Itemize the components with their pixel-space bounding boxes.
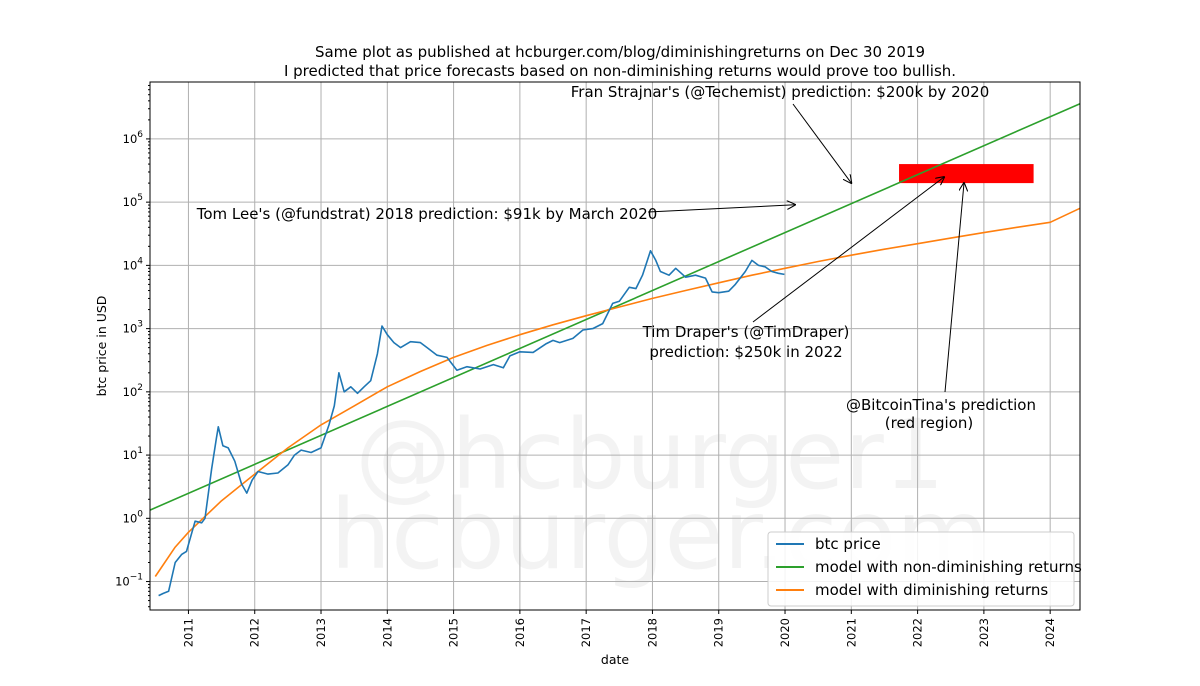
x-tick-label: 2017 — [579, 618, 593, 647]
annotation-bitcointina-line-2: (red region) — [885, 414, 974, 432]
annotation-bitcointina-line-1: @BitcoinTina's prediction — [846, 396, 1036, 414]
diminishing-model-line — [154, 207, 1080, 577]
btc-price-line — [158, 250, 785, 597]
x-tick-label: 2024 — [1043, 618, 1057, 647]
x-tick-label: 2016 — [513, 618, 527, 647]
x-tick-label: 2014 — [380, 618, 394, 647]
chart-title-line-1: Same plot as published at hcburger.com/b… — [315, 43, 925, 61]
y-axis-ticks: 10−1 100 101 102 103 104 105 106 — [115, 84, 150, 608]
grid — [150, 82, 1080, 610]
y-tick-label: 102 — [123, 383, 143, 399]
legend-box — [767, 531, 1075, 607]
x-tick-label: 2022 — [911, 618, 925, 647]
legend: btc price model with non-diminishing ret… — [767, 531, 1082, 607]
annotation-tim-draper-line-2: prediction: $250k in 2022 — [649, 343, 842, 361]
x-tick-label: 2018 — [645, 618, 659, 647]
x-tick-label: 2015 — [447, 618, 461, 647]
x-axis-ticks: 2011 2012 2013 2014 2015 2016 2017 2018 2019 2020… — [181, 610, 1057, 647]
annotation-fran-strajnar: Fran Strajnar's (@Techemist) prediction:… — [571, 83, 990, 101]
arrow-fran-strajnar — [792, 103, 851, 183]
x-tick-label: 2020 — [778, 618, 792, 647]
x-tick-label: 2011 — [181, 618, 195, 647]
x-tick-label: 2012 — [248, 618, 262, 647]
arrow-bitcointina — [944, 183, 964, 393]
arrow-tom-lee — [647, 205, 795, 213]
y-tick-label: 103 — [123, 320, 143, 336]
legend-label-diminishing: model with diminishing returns — [815, 581, 1048, 599]
y-tick-label: 105 — [123, 193, 143, 209]
x-tick-label: 2023 — [977, 618, 991, 647]
legend-label-non-diminishing: model with non-diminishing returns — [815, 558, 1082, 576]
y-tick-label: 10−1 — [115, 573, 143, 589]
annotation-tom-lee: Tom Lee's (@fundstrat) 2018 prediction: … — [196, 205, 658, 223]
x-tick-label: 2021 — [844, 618, 858, 647]
series-group — [150, 102, 1080, 597]
y-tick-label: 106 — [123, 130, 144, 146]
plot-frame — [149, 81, 1081, 611]
annotation-arrows — [647, 103, 964, 393]
x-axis-label: date — [601, 652, 629, 667]
y-axis-label: btc price in USD — [94, 296, 109, 397]
chart-title-line-2: I predicted that price forecasts based o… — [284, 62, 956, 80]
non-diminishing-model-line — [150, 102, 1080, 511]
x-tick-label: 2019 — [712, 618, 726, 647]
y-tick-label: 104 — [123, 256, 144, 272]
annotation-tim-draper-line-1: Tim Draper's (@TimDraper) — [642, 323, 850, 341]
legend-label-btc: btc price — [815, 535, 881, 553]
y-tick-label: 100 — [123, 509, 144, 525]
y-tick-label: 101 — [123, 446, 143, 462]
arrow-tim-draper — [752, 177, 944, 323]
x-tick-label: 2013 — [314, 618, 328, 647]
